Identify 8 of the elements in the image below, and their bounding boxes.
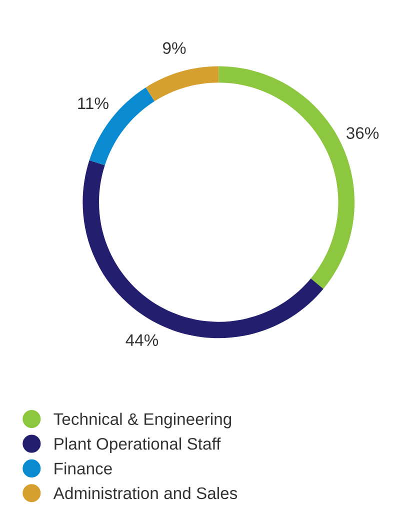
legend-label: Technical & Engineering	[54, 412, 232, 428]
data-label: 36%	[346, 127, 379, 139]
data-label: 44%	[126, 334, 158, 346]
data-label: 11%	[78, 97, 108, 110]
data-label: 9%	[163, 42, 186, 54]
legend-label: Plant Operational Staff	[54, 438, 221, 454]
legend-label: Finance	[54, 462, 112, 474]
legend-label: Administration and Sales	[53, 486, 238, 500]
